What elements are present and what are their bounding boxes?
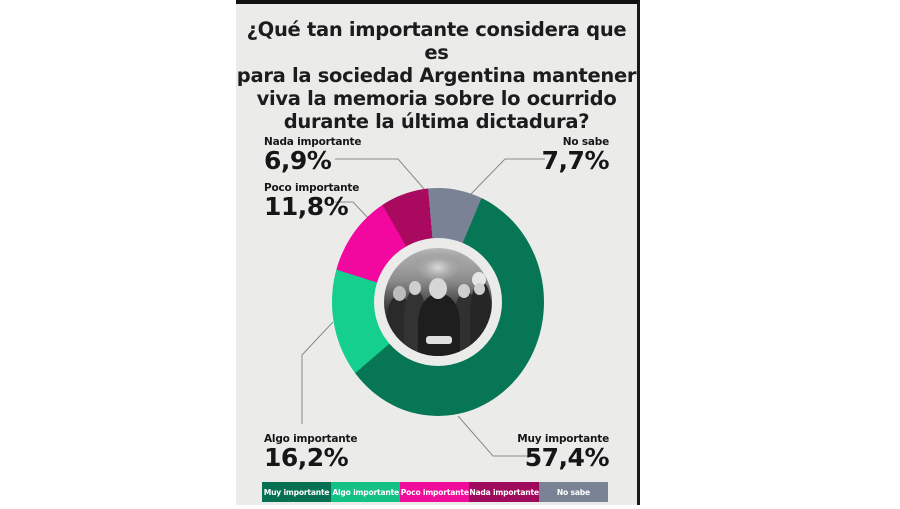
legend-item-muy-importante: Muy importante <box>262 482 332 502</box>
title-line-1: ¿Qué tan importante considera que es <box>246 18 627 64</box>
legend-label: Poco importante <box>400 487 469 497</box>
legend-item-poco-importante: Poco importante <box>400 482 470 502</box>
callout-value: 11,8% <box>264 192 349 221</box>
legend-label: Nada importante <box>469 487 539 497</box>
title-line-2: para la sociedad Argentina mantener <box>236 64 637 87</box>
chart-legend: Muy importante Algo importante Poco impo… <box>262 482 608 502</box>
callout-algo-importante: Algo importante 16,2% <box>264 433 357 471</box>
center-photo <box>384 248 492 356</box>
callout-value: 6,9% <box>264 146 332 175</box>
callout-value: 57,4% <box>524 443 610 472</box>
title-line-4: durante la última dictadura? <box>283 110 590 133</box>
callout-no-sabe: No sabe 7,7% <box>541 136 610 175</box>
leader-no-sabe <box>469 158 545 196</box>
callout-category: Algo importante <box>264 433 358 445</box>
callout-category: No sabe <box>562 136 609 148</box>
donut-chart <box>332 188 544 416</box>
chart-title: ¿Qué tan importante considera que es par… <box>236 18 637 133</box>
legend-item-algo-importante: Algo importante <box>331 482 401 502</box>
legend-item-nada-importante: Nada importante <box>469 482 539 502</box>
legend-item-no-sabe: No sabe <box>538 482 608 502</box>
callout-category: Muy importante <box>517 433 609 445</box>
callout-poco-importante: Poco importante 11,8% <box>264 182 359 220</box>
callout-nada-importante: Nada importante 6,9% <box>264 136 362 175</box>
title-line-3: viva la memoria sobre lo ocurrido <box>256 87 617 110</box>
legend-label: Algo importante <box>332 487 399 497</box>
legend-label: Muy importante <box>263 487 330 497</box>
infographic-panel: ¿Qué tan importante considera que es par… <box>236 0 640 505</box>
callout-muy-importante: Muy importante 57,4% <box>517 433 609 471</box>
leader-algo <box>301 321 334 424</box>
callout-category: Nada importante <box>264 136 362 148</box>
callout-value: 7,7% <box>541 146 610 175</box>
callout-category: Poco importante <box>264 182 360 194</box>
callout-value: 16,2% <box>264 443 349 472</box>
legend-label: No sabe <box>556 487 590 497</box>
